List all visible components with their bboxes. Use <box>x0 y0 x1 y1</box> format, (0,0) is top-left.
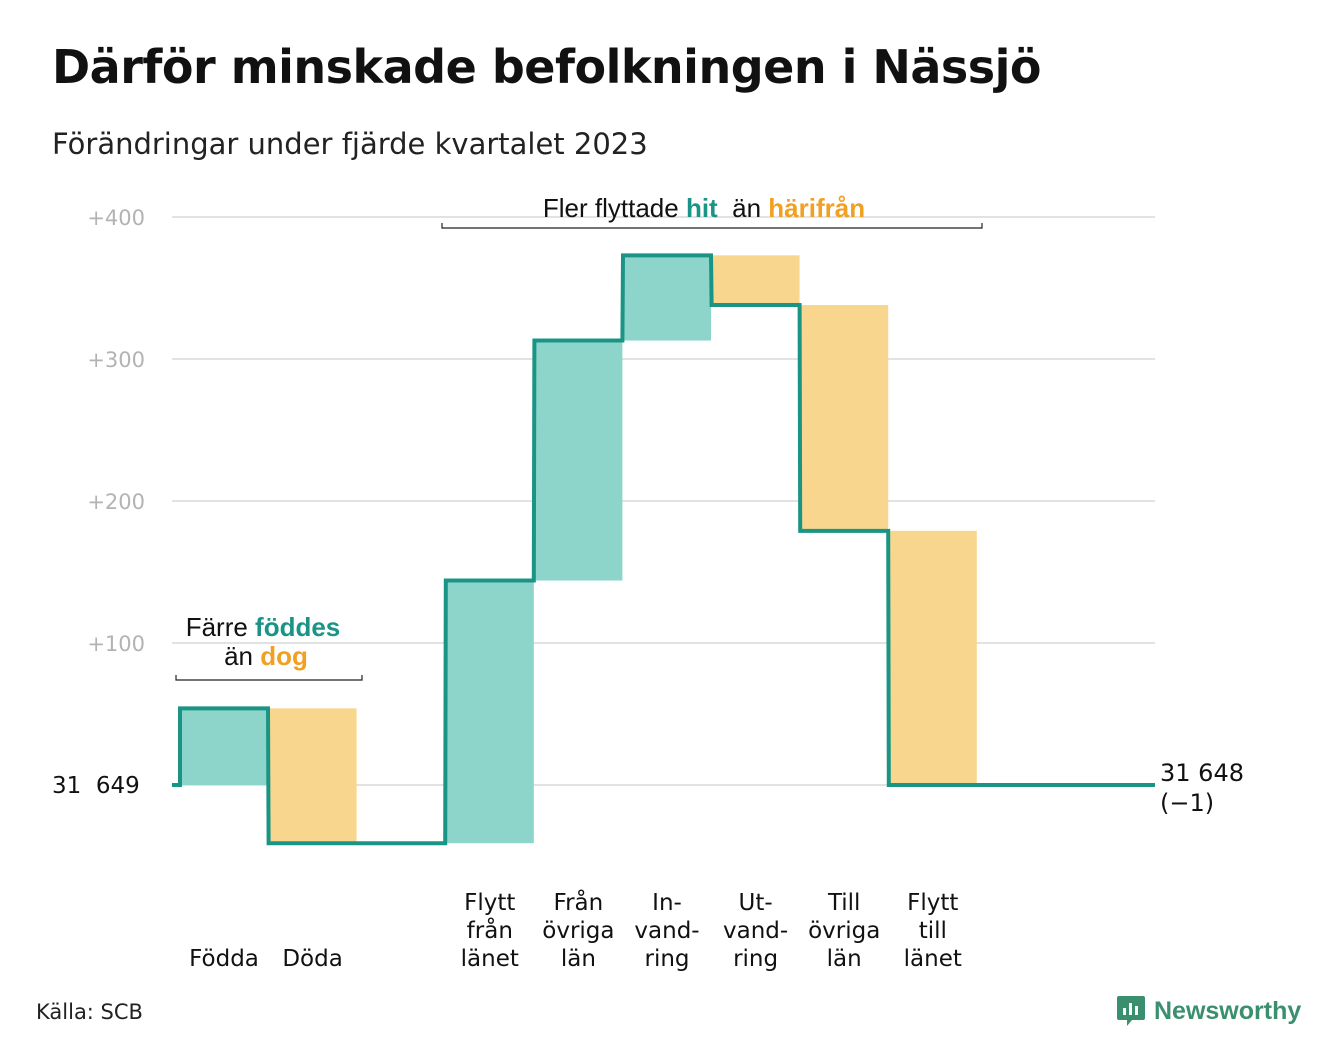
category-label: vand- <box>723 918 788 944</box>
annotation-part: härifrån <box>768 193 865 223</box>
annotation-part: dog <box>260 641 308 671</box>
category-label: ring <box>644 946 689 972</box>
annotation-part: Färre <box>186 612 255 642</box>
y-tick-label: +200 <box>87 490 145 514</box>
category-label: länet <box>904 946 962 972</box>
category-label: Flytt <box>464 890 515 916</box>
births-deaths-annotation: än dog <box>224 641 308 671</box>
increase-bar <box>180 708 268 785</box>
category-label: övriga <box>542 918 614 944</box>
category-label: Från <box>554 888 604 916</box>
decrease-bar <box>800 305 889 531</box>
category-label: Flytt <box>907 890 958 916</box>
migration-bracket <box>441 223 983 229</box>
decrease-bar <box>268 708 357 844</box>
category-label: länet <box>461 946 519 972</box>
category-label: från <box>467 916 513 944</box>
category-label: In- <box>652 890 682 916</box>
y-tick-label: +400 <box>87 206 145 230</box>
increase-bar <box>534 340 623 581</box>
annotation-part: än <box>718 193 769 223</box>
category-label: län <box>827 946 862 972</box>
chart-subtitle: Förändringar under fjärde kvartalet 2023 <box>52 127 648 161</box>
chart-title: Därför minskade befolkningen i Nässjö <box>52 40 1042 94</box>
annotation-part: Fler flyttade <box>543 193 686 223</box>
births-deaths-bracket <box>175 675 363 681</box>
increase-bar <box>623 255 711 341</box>
category-label: till <box>919 918 947 944</box>
births-deaths-annotation: Färre föddes <box>186 612 341 642</box>
category-label: Till <box>827 890 861 916</box>
category-label: Födda <box>189 946 259 972</box>
category-label: övriga <box>808 918 880 944</box>
increase-bar <box>445 580 534 844</box>
cumulative-line <box>172 253 1155 846</box>
end-value-label: (−1) <box>1160 789 1214 817</box>
decrease-bar <box>711 255 800 306</box>
category-label: ring <box>733 946 778 972</box>
decrease-bar <box>888 530 977 785</box>
annotation-part: än <box>224 641 260 671</box>
y-tick-label: +300 <box>87 348 145 372</box>
brand-logo: Newsworthy <box>1116 994 1301 1028</box>
annotation-part: föddes <box>255 612 340 642</box>
source-note: Källa: SCB <box>36 1000 143 1024</box>
migration-annotation: Fler flyttade hit än härifrån <box>543 193 865 223</box>
category-label: Ut- <box>739 890 773 916</box>
end-value-label: 31 648 <box>1160 759 1244 787</box>
category-label: län <box>561 946 596 972</box>
brand-name: Newsworthy <box>1154 996 1302 1025</box>
y-tick-label: +100 <box>87 632 145 656</box>
newsworthy-logo-icon <box>1117 996 1145 1026</box>
annotation-part: hit <box>686 193 718 223</box>
category-label: Döda <box>282 946 342 972</box>
category-label: vand- <box>634 918 699 944</box>
start-value-label: 31 649 <box>52 773 140 799</box>
